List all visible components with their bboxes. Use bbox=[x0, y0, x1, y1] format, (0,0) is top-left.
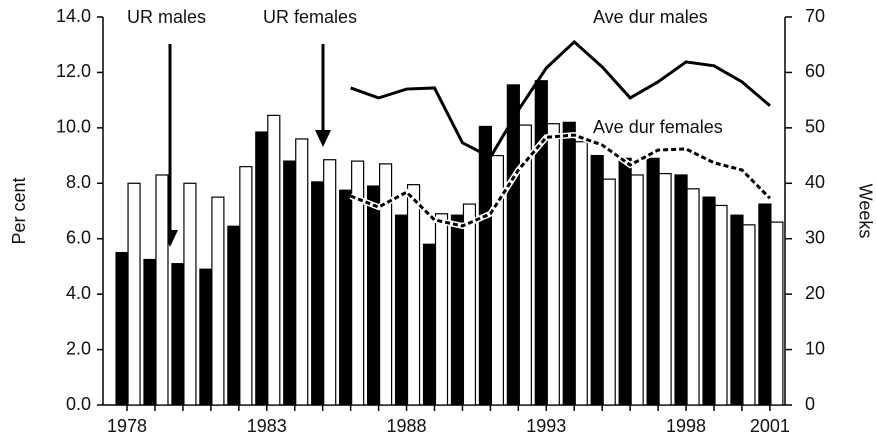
y2-axis-label: Weeks bbox=[855, 184, 875, 239]
line bbox=[350, 133, 771, 228]
bar bbox=[267, 114, 281, 406]
y2-tick-label: 40 bbox=[805, 172, 825, 192]
bar bbox=[602, 178, 616, 406]
bar bbox=[143, 258, 157, 406]
bar bbox=[590, 154, 604, 406]
bar bbox=[378, 163, 393, 406]
y-tick-label: 14.0 bbox=[56, 6, 91, 26]
bar bbox=[366, 185, 381, 406]
bar bbox=[339, 189, 353, 406]
x-tick-label: 1983 bbox=[247, 416, 287, 436]
bar bbox=[546, 123, 560, 406]
bar bbox=[742, 224, 756, 406]
y-axis-label: Per cent bbox=[9, 177, 29, 244]
annotation: UR females bbox=[263, 7, 357, 27]
bar bbox=[183, 182, 197, 406]
y2-tick-label: 20 bbox=[805, 283, 825, 303]
y-tick-label: 10.0 bbox=[56, 117, 91, 137]
y-tick-label: 8.0 bbox=[66, 172, 91, 192]
annotation: Ave dur males bbox=[593, 7, 708, 27]
bar bbox=[155, 174, 169, 406]
annotation: UR males bbox=[127, 7, 206, 27]
bar bbox=[115, 251, 129, 406]
bar bbox=[311, 181, 325, 406]
bar bbox=[714, 204, 728, 406]
bar bbox=[199, 268, 213, 406]
bar bbox=[758, 203, 772, 406]
y2-tick-label: 50 bbox=[805, 117, 825, 137]
y-tick-label: 12.0 bbox=[56, 61, 91, 81]
bar bbox=[534, 80, 548, 406]
bar bbox=[394, 214, 409, 406]
bar bbox=[770, 221, 784, 406]
bar bbox=[434, 213, 449, 406]
x-tick-label: 1988 bbox=[387, 416, 427, 436]
bar bbox=[283, 160, 297, 406]
bar bbox=[702, 196, 716, 406]
y2-tick-label: 60 bbox=[805, 61, 825, 81]
bar bbox=[630, 174, 644, 406]
bar bbox=[646, 157, 660, 406]
bar bbox=[406, 184, 421, 406]
bar bbox=[574, 141, 588, 406]
annotation: Ave dur females bbox=[593, 117, 723, 137]
y2-tick-label: 0 bbox=[805, 394, 815, 414]
bar bbox=[295, 138, 309, 406]
bar bbox=[255, 131, 269, 406]
x-tick-label: 2001 bbox=[750, 416, 790, 436]
bar bbox=[674, 174, 688, 406]
y-tick-label: 2.0 bbox=[66, 338, 91, 358]
bar bbox=[462, 203, 477, 406]
bar bbox=[618, 157, 632, 406]
bar bbox=[239, 166, 253, 406]
y2-tick-label: 70 bbox=[805, 6, 825, 26]
bar bbox=[490, 154, 504, 406]
arrow bbox=[162, 44, 331, 247]
y-tick-label: 0.0 bbox=[66, 394, 91, 414]
bar bbox=[562, 121, 576, 406]
y2-tick-label: 10 bbox=[805, 338, 825, 358]
x-tick-label: 1978 bbox=[107, 416, 147, 436]
bar bbox=[686, 188, 700, 406]
bar bbox=[450, 214, 465, 406]
line bbox=[350, 39, 771, 160]
bar bbox=[506, 84, 520, 406]
x-tick-label: 1993 bbox=[526, 416, 566, 436]
bar bbox=[658, 172, 672, 406]
bar bbox=[422, 243, 437, 406]
y-tick-label: 6.0 bbox=[66, 227, 91, 247]
bar bbox=[730, 214, 744, 406]
bar bbox=[478, 125, 492, 406]
x-tick-label: 1998 bbox=[666, 416, 706, 436]
bar bbox=[323, 159, 337, 406]
bar bbox=[211, 196, 225, 406]
bar bbox=[127, 182, 141, 406]
bar bbox=[351, 160, 365, 406]
bar bbox=[171, 263, 185, 406]
bar bbox=[227, 225, 241, 406]
y-tick-label: 4.0 bbox=[66, 283, 91, 303]
y2-tick-label: 30 bbox=[805, 227, 825, 247]
bar bbox=[518, 124, 532, 406]
